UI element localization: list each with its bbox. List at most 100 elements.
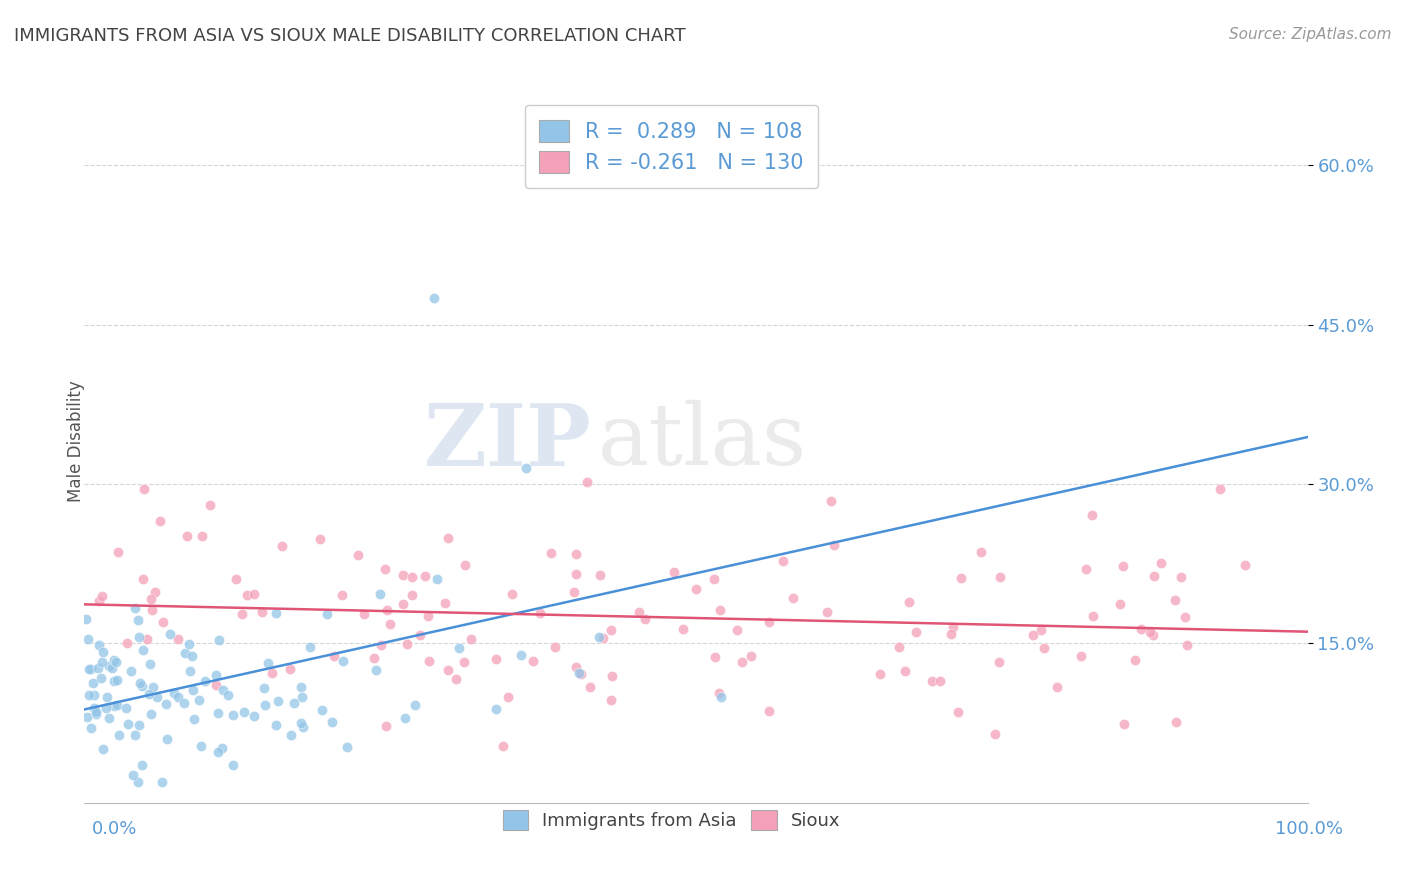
Point bbox=[564, 660, 586, 674]
Point bbox=[501, 587, 523, 601]
Point bbox=[108, 728, 131, 742]
Point bbox=[232, 706, 254, 720]
Point bbox=[368, 587, 391, 601]
Point bbox=[309, 532, 332, 546]
Point bbox=[128, 718, 150, 732]
Point bbox=[353, 607, 375, 622]
Point bbox=[485, 702, 508, 716]
Point bbox=[231, 607, 253, 622]
Point bbox=[181, 648, 204, 663]
Point bbox=[132, 483, 155, 497]
Point bbox=[155, 697, 177, 711]
Point bbox=[633, 612, 655, 626]
Point bbox=[159, 626, 181, 640]
Point bbox=[98, 659, 121, 673]
Point bbox=[270, 540, 292, 554]
Point bbox=[316, 607, 339, 621]
Point bbox=[83, 689, 105, 703]
Point bbox=[105, 673, 128, 687]
Point bbox=[242, 587, 264, 601]
Point bbox=[188, 692, 211, 706]
Point bbox=[145, 690, 167, 704]
Point bbox=[731, 655, 754, 669]
Point bbox=[707, 686, 730, 700]
Point bbox=[283, 696, 305, 710]
Point bbox=[740, 649, 762, 664]
Point bbox=[454, 558, 477, 572]
Point bbox=[136, 632, 159, 647]
Point bbox=[127, 613, 149, 627]
Point bbox=[90, 671, 112, 685]
Point bbox=[250, 605, 273, 619]
Point bbox=[887, 640, 910, 654]
Point bbox=[522, 654, 544, 668]
Point bbox=[91, 589, 114, 603]
Point bbox=[418, 654, 440, 668]
Point bbox=[544, 640, 567, 655]
Point bbox=[290, 681, 312, 695]
Point bbox=[131, 757, 153, 772]
Point bbox=[173, 697, 195, 711]
Point bbox=[101, 661, 124, 675]
Point bbox=[80, 662, 103, 676]
Point bbox=[132, 643, 155, 657]
Point bbox=[1033, 641, 1056, 656]
Point bbox=[75, 611, 97, 625]
Point bbox=[200, 498, 222, 512]
Point bbox=[772, 554, 794, 568]
Point bbox=[1150, 556, 1173, 570]
Point bbox=[141, 591, 163, 606]
Point bbox=[426, 572, 449, 586]
Point bbox=[1112, 558, 1135, 573]
Point bbox=[946, 705, 969, 719]
Point bbox=[89, 594, 111, 608]
Point bbox=[375, 719, 398, 733]
Text: ZIP: ZIP bbox=[425, 400, 592, 483]
Point bbox=[84, 706, 107, 721]
Point bbox=[299, 640, 322, 654]
Text: 100.0%: 100.0% bbox=[1275, 821, 1343, 838]
Point bbox=[589, 567, 612, 582]
Point bbox=[392, 568, 415, 582]
Point bbox=[190, 739, 212, 753]
Point bbox=[869, 666, 891, 681]
Point bbox=[1022, 628, 1045, 642]
Legend: Immigrants from Asia, Sioux: Immigrants from Asia, Sioux bbox=[495, 803, 848, 837]
Point bbox=[1114, 717, 1136, 731]
Point bbox=[588, 631, 610, 645]
Text: Source: ZipAtlas.com: Source: ZipAtlas.com bbox=[1229, 27, 1392, 42]
Point bbox=[433, 596, 456, 610]
Point bbox=[727, 624, 749, 638]
Point bbox=[1108, 597, 1130, 611]
Point bbox=[124, 728, 146, 742]
Point bbox=[378, 616, 401, 631]
Point bbox=[278, 662, 301, 676]
Point bbox=[509, 648, 531, 663]
Point bbox=[447, 640, 470, 655]
Point bbox=[565, 566, 588, 581]
Text: 0.0%: 0.0% bbox=[91, 821, 136, 838]
Point bbox=[177, 637, 200, 651]
Point bbox=[225, 572, 247, 586]
Point bbox=[984, 727, 1007, 741]
Point bbox=[138, 657, 160, 671]
Point bbox=[446, 672, 468, 686]
Point bbox=[815, 605, 838, 619]
Point bbox=[142, 680, 165, 694]
Point bbox=[600, 692, 623, 706]
Point bbox=[568, 666, 591, 681]
Point bbox=[401, 570, 423, 584]
Point bbox=[176, 529, 198, 543]
Point bbox=[208, 632, 231, 647]
Point bbox=[181, 682, 204, 697]
Point bbox=[562, 584, 585, 599]
Point bbox=[96, 701, 118, 715]
Point bbox=[332, 655, 354, 669]
Point bbox=[939, 627, 962, 641]
Point bbox=[409, 628, 432, 642]
Point bbox=[375, 602, 398, 616]
Point bbox=[311, 703, 333, 717]
Point bbox=[266, 607, 288, 621]
Point bbox=[628, 606, 651, 620]
Point bbox=[290, 690, 312, 704]
